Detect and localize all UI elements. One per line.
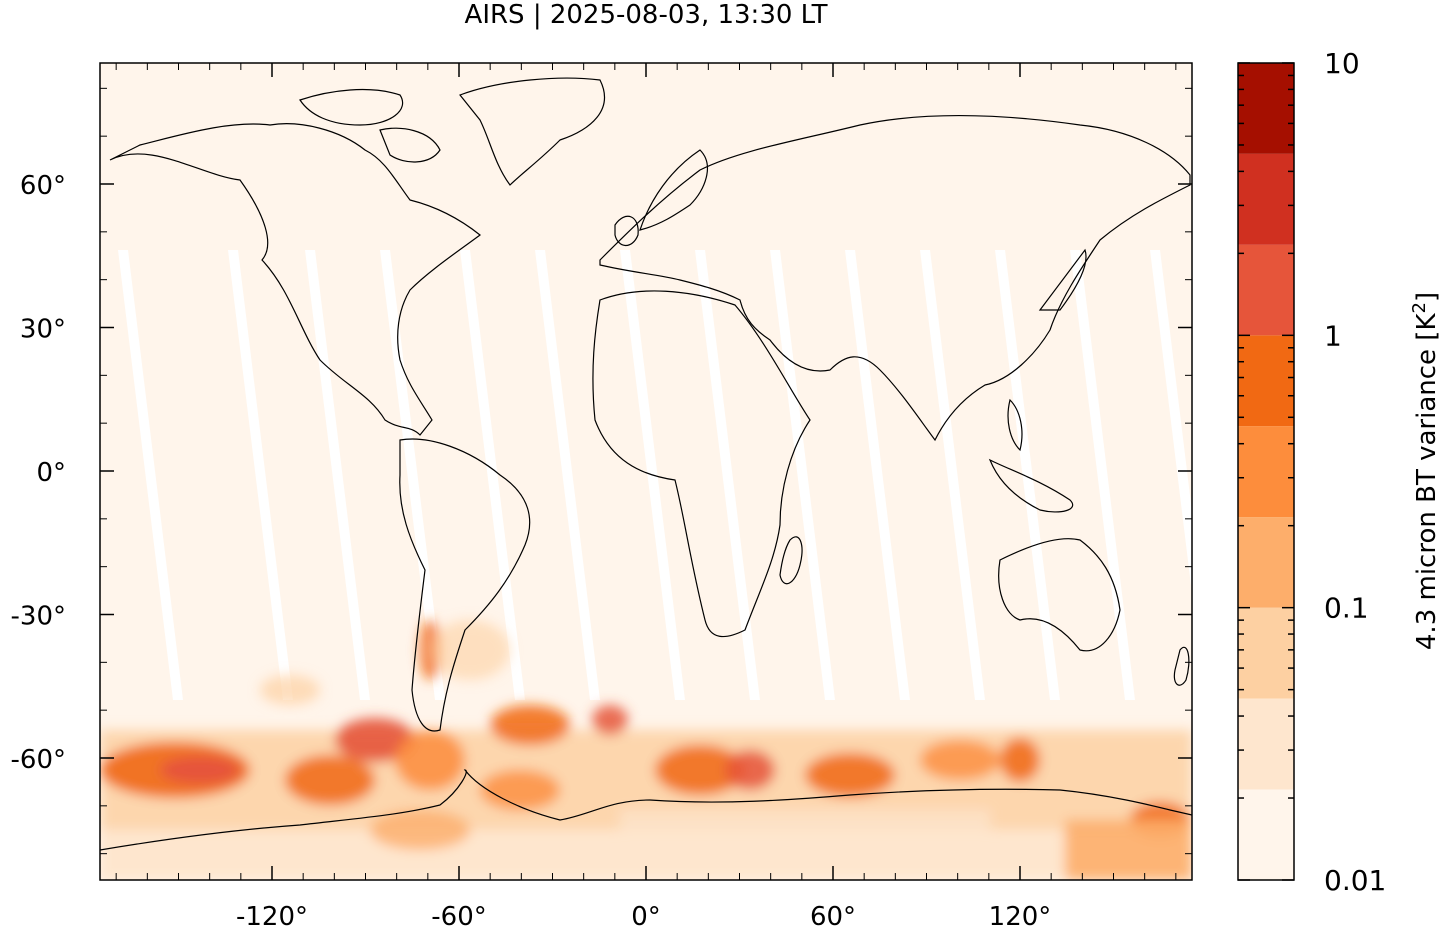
- swath-gap: [920, 250, 985, 700]
- colorbar-ticks: [1238, 62, 1294, 881]
- colorbar-band: [1238, 153, 1294, 245]
- colorbar-tick-label: 10: [1324, 47, 1360, 80]
- coastlines: [100, 77, 1192, 851]
- colorbar-band: [1238, 698, 1294, 790]
- colorbar: 10 1 0.1 0.01 4.3 micron BT variance [K2]: [1237, 47, 1442, 897]
- colorbar-band: [1238, 63, 1294, 154]
- colorbar-band: [1238, 426, 1294, 518]
- swath-gap: [770, 250, 835, 700]
- y-tick-label: 0°: [36, 458, 66, 488]
- colorbar-band: [1238, 607, 1294, 699]
- x-tick-label: 0°: [631, 902, 661, 930]
- major-ticks: [100, 63, 1192, 880]
- colorbar-band: [1238, 517, 1294, 608]
- colorbar-bands: [1238, 63, 1294, 880]
- swath-gap: [460, 250, 525, 700]
- y-tick-label: 30°: [20, 315, 66, 345]
- x-axis-tick-labels: -120° -60° 0° 60° 120°: [236, 902, 1051, 930]
- swath-gap: [695, 250, 760, 700]
- x-tick-label: -60°: [431, 902, 486, 930]
- variance-field: [100, 620, 1192, 880]
- colorbar-band: [1238, 244, 1294, 336]
- swath-gap: [380, 250, 445, 700]
- swath-gap: [228, 250, 293, 700]
- colorbar-tick-label: 1: [1324, 319, 1342, 352]
- colorbar-tick-label: 0.01: [1324, 864, 1386, 897]
- y-tick-label: 60°: [20, 171, 66, 201]
- y-axis-tick-labels: 60° 30° 0° -30° -60°: [11, 171, 66, 775]
- x-tick-label: -120°: [236, 902, 308, 930]
- swath-gap: [1150, 250, 1192, 594]
- swath-gaps: [118, 250, 1192, 700]
- colorbar-band: [1238, 335, 1294, 427]
- colorbar-tick-labels: 10 1 0.1 0.01: [1324, 47, 1386, 897]
- swath-gap: [845, 250, 910, 700]
- x-tick-label: 60°: [810, 902, 856, 930]
- y-tick-label: -30°: [11, 602, 66, 632]
- colorbar-band: [1238, 789, 1294, 880]
- swath-gap: [305, 250, 370, 700]
- swath-gap: [995, 250, 1060, 700]
- swath-gap: [535, 250, 600, 700]
- x-tick-label: 120°: [989, 902, 1052, 930]
- map-plot-area: [100, 63, 1192, 880]
- swath-gap: [1070, 250, 1135, 700]
- y-tick-label: -60°: [11, 745, 66, 775]
- colorbar-label: 4.3 micron BT variance [K2]: [1409, 292, 1442, 650]
- colorbar-tick-label: 0.1: [1324, 592, 1369, 625]
- map-title: AIRS | 2025-08-03, 13:30 LT: [464, 0, 828, 30]
- colorbar-frame: [1237, 62, 1295, 881]
- swath-gap: [118, 250, 183, 700]
